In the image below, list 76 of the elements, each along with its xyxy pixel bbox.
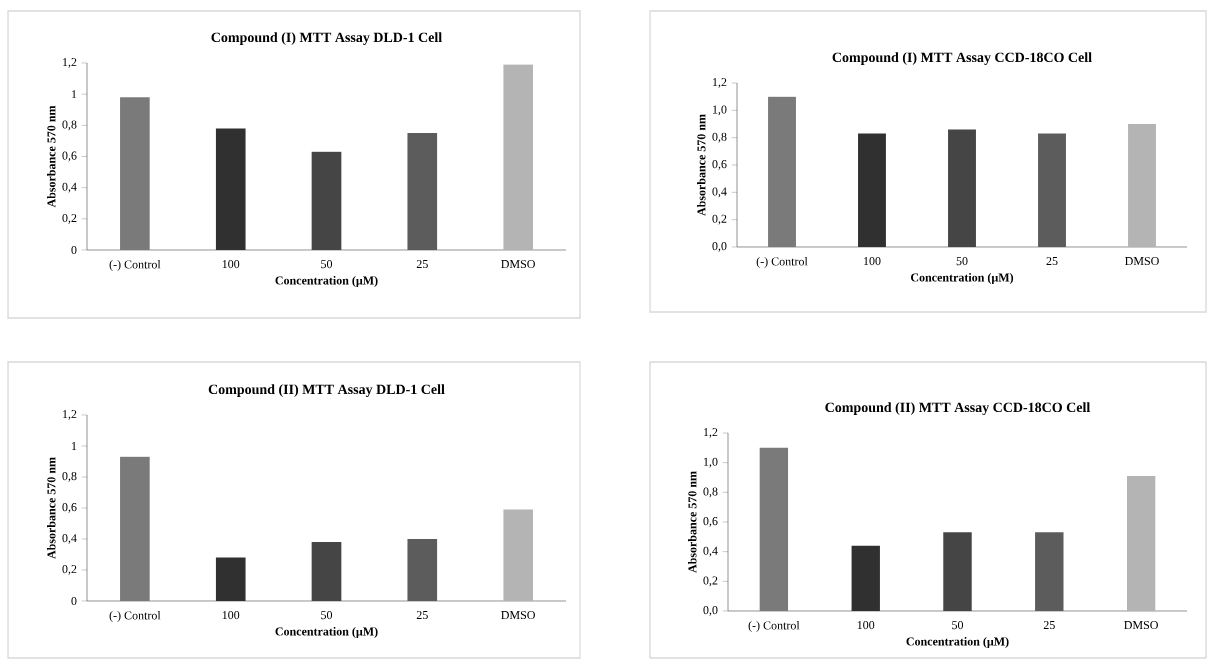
bar <box>407 133 438 250</box>
y-tick-label: 0,8 <box>62 120 77 131</box>
x-axis-title: Concentration (µM) <box>275 627 378 638</box>
y-tick-label: 1,2 <box>713 78 727 88</box>
y-tick-label: 0,2 <box>62 565 77 575</box>
x-tick-label: 25 <box>1046 257 1058 266</box>
y-tick-label: 0,4 <box>62 182 77 193</box>
y-axis-title: Absorbance 570 nm <box>688 471 697 573</box>
y-axis-title: Absorbance 570 nm <box>697 114 706 216</box>
y-tick-label: 0,8 <box>703 487 718 498</box>
y-tick-label: 1,2 <box>704 428 718 438</box>
bar <box>943 532 972 611</box>
x-tick-label: 100 <box>864 257 881 266</box>
x-tick-label: (-) Control <box>109 611 161 622</box>
x-tick-label: (-) Control <box>748 621 800 632</box>
bar <box>1128 123 1156 247</box>
bar <box>311 542 342 601</box>
y-tick-label: 0,6 <box>712 160 727 170</box>
x-tick-label: 25 <box>1043 621 1055 630</box>
x-axis-title: Concentration (µM) <box>275 276 378 287</box>
y-tick-label: 0,6 <box>62 503 77 513</box>
bar <box>311 151 342 250</box>
y-tick-label: 0,0 <box>703 606 718 616</box>
bar <box>503 509 533 601</box>
y-tick-label: 0,4 <box>703 546 718 557</box>
x-tick-label: (-) Control <box>109 260 161 271</box>
y-tick-label: 0,6 <box>62 151 77 162</box>
chart-title: Compound (II) MTT Assay DLD-1 Cell <box>208 384 445 397</box>
x-axis-title: Concentration (µM) <box>906 637 1009 648</box>
y-tick-label: 0,4 <box>712 187 727 198</box>
y-tick-label: 0 <box>71 596 77 606</box>
x-tick-label: 50 <box>321 260 333 269</box>
x-tick-label: 100 <box>857 621 875 630</box>
y-axis-title: Absorbance 570 nm <box>47 105 56 208</box>
bar <box>120 97 150 250</box>
y-tick-label: 1,0 <box>713 105 727 116</box>
bar <box>1126 476 1156 611</box>
y-tick-label: 0,4 <box>62 534 77 544</box>
y-tick-label: 1,2 <box>63 58 77 68</box>
chart-title: Compound (I) MTT Assay CCD-18CO Cell <box>832 52 1092 65</box>
y-tick-label: 1 <box>72 442 77 450</box>
y-axis-title: Absorbance 570 nm <box>47 457 56 559</box>
bar <box>407 538 438 601</box>
y-tick-label: 0,6 <box>703 517 718 527</box>
y-tick-label: 0,0 <box>712 242 727 252</box>
x-tick-label: DMSO <box>501 611 535 620</box>
x-axis-title: Concentration (µM) <box>910 273 1014 284</box>
y-tick-label: 0,2 <box>703 576 718 587</box>
y-tick-label: 1 <box>72 90 77 99</box>
x-tick-label: 50 <box>321 611 333 620</box>
bar <box>759 447 789 611</box>
x-tick-label: 100 <box>222 260 240 269</box>
x-tick-label: DMSO <box>501 260 535 269</box>
x-tick-label: (-) Control <box>756 257 808 268</box>
bar <box>503 64 533 250</box>
y-tick-label: 0,8 <box>62 472 77 482</box>
x-tick-label: 25 <box>416 611 428 620</box>
x-tick-label: DMSO <box>1124 621 1158 630</box>
x-tick-label: 100 <box>222 611 240 620</box>
x-tick-label: 50 <box>956 257 968 266</box>
y-tick-label: 0,2 <box>62 213 77 224</box>
bar <box>120 456 150 601</box>
bar <box>1035 532 1064 611</box>
bar <box>768 96 796 247</box>
chart-title: Compound (I) MTT Assay DLD-1 Cell <box>211 32 442 45</box>
y-tick-label: 0,2 <box>712 214 727 225</box>
bar <box>948 129 976 247</box>
x-tick-label: 50 <box>952 621 964 630</box>
x-tick-label: DMSO <box>1125 257 1159 266</box>
y-tick-label: 0,8 <box>712 132 727 143</box>
y-tick-label: 1,2 <box>63 410 77 420</box>
chart-title: Compound (II) MTT Assay CCD-18CO Cell <box>825 402 1091 415</box>
x-tick-label: 25 <box>416 260 428 269</box>
y-tick-label: 1,0 <box>704 457 718 468</box>
bar <box>1038 133 1066 247</box>
y-tick-label: 0 <box>71 245 77 255</box>
